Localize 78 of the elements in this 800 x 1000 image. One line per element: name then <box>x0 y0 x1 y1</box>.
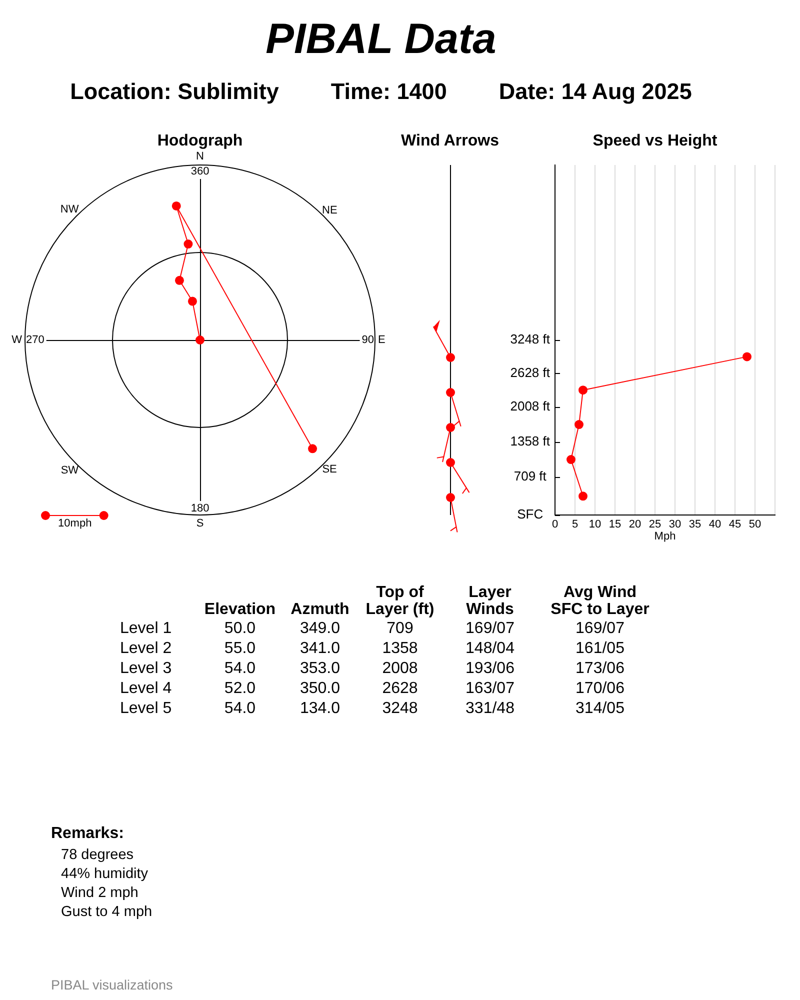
point <box>566 455 576 464</box>
text: 90 <box>362 334 374 346</box>
text: 44% humidity <box>61 866 148 882</box>
data-label: 55.0 <box>224 639 256 660</box>
text: Remarks: <box>51 825 124 842</box>
data-label: 193/06 <box>466 659 514 680</box>
data-label: 169/07 <box>466 619 514 640</box>
category-label: Level 2 <box>120 639 172 660</box>
text: S <box>196 518 204 530</box>
text: Gust to 4 mph <box>61 904 152 920</box>
category-label: Level 1 <box>120 619 172 640</box>
text: Wind Arrows <box>401 132 500 150</box>
data-label: 341.0 <box>300 639 340 660</box>
x-tick-label: 30 <box>668 518 682 531</box>
category-label: Level 3 <box>120 659 172 680</box>
data-label: 163/07 <box>466 679 514 700</box>
data-label: 2628 <box>382 679 418 700</box>
data-label: 353.0 <box>300 659 340 680</box>
data-label: 134.0 <box>300 699 340 720</box>
text: SE <box>322 464 337 476</box>
y-tick-label: 2008 ft <box>510 398 550 414</box>
point <box>574 420 584 430</box>
data-label: 2008 <box>382 659 418 680</box>
text: Layer Winds <box>465 584 515 618</box>
text: Elevation <box>204 601 276 618</box>
data-label: 54.0 <box>224 659 256 680</box>
data-label: 50.0 <box>224 619 256 640</box>
y-tick-label: 2628 ft <box>510 365 550 380</box>
text: 360 <box>190 166 210 178</box>
point <box>742 352 752 362</box>
point <box>578 492 588 501</box>
x-tick-label: 20 <box>628 518 642 531</box>
text: Wind 2 mph <box>61 884 138 901</box>
data-label: 349.0 <box>300 619 340 640</box>
x-tick-label: 25 <box>648 518 662 531</box>
text: Azmuth <box>290 601 350 618</box>
data-label: 148/04 <box>466 639 514 660</box>
text: SW <box>60 464 80 476</box>
x-tick-label: 15 <box>608 518 622 531</box>
text: Top of Layer (ft) <box>364 584 436 618</box>
data-label: 331/48 <box>466 699 514 720</box>
x-tick-label: 40 <box>708 518 722 531</box>
text: 78 degrees <box>61 846 134 863</box>
data-label: 54.0 <box>224 699 256 720</box>
data-label: 709 <box>386 619 414 640</box>
text: 180 <box>190 502 210 515</box>
y-tick-label: 1358 ft <box>510 433 550 448</box>
text: E <box>378 334 386 346</box>
text: NE <box>322 204 338 216</box>
y-tick-label: 709 ft <box>514 468 547 484</box>
text: PIBAL visualizations <box>51 977 173 992</box>
text: 270 <box>26 334 44 346</box>
x-tick-label: 10 <box>588 518 602 531</box>
text: 10mph <box>58 518 92 530</box>
category-label: Level 4 <box>120 679 172 700</box>
x-tick-label: 0 <box>552 518 558 531</box>
x-tick-label: 50 <box>748 518 762 531</box>
x-tick-label: 45 <box>728 518 742 531</box>
y-tick-label: 3248 ft <box>510 332 550 347</box>
data-label: 3248 <box>382 699 418 720</box>
category-label: Level 5 <box>120 699 172 720</box>
text: N <box>196 150 204 163</box>
text: PIBAL Data <box>266 16 496 63</box>
text: Time: 1400 <box>330 78 447 104</box>
text: Hodograph <box>157 132 243 150</box>
text: W <box>12 334 23 346</box>
data-label: 1358 <box>382 639 418 660</box>
x-tick-label: 35 <box>688 518 702 531</box>
x-axis-title: Mph <box>654 530 676 542</box>
text: Location: Sublimity <box>70 78 279 104</box>
point <box>578 386 588 395</box>
data-label: 350.0 <box>300 679 340 700</box>
y-tick-label: SFC <box>517 506 544 522</box>
chart-title: Speed vs Height <box>592 132 718 150</box>
x-tick-label: 5 <box>572 518 578 531</box>
text: Date: 14 Aug 2025 <box>498 78 692 104</box>
text: NW <box>60 204 80 216</box>
data-label: 52.0 <box>224 679 256 700</box>
